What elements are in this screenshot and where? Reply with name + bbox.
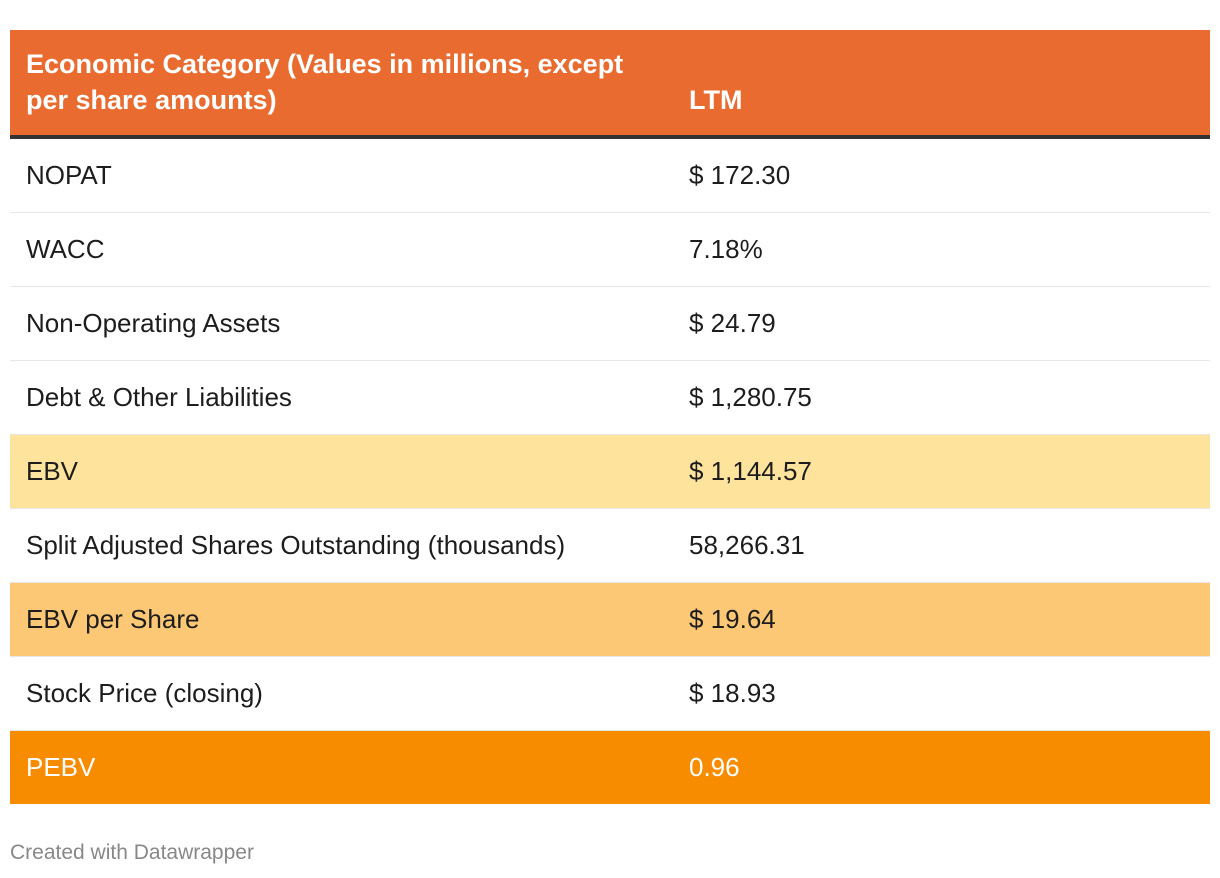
- table-row: NOPAT $ 172.30: [10, 137, 1210, 213]
- row-label: NOPAT: [10, 137, 673, 213]
- row-value: $ 1,144.57: [673, 434, 1210, 509]
- economic-table-container: Economic Category (Values in millions, e…: [10, 30, 1210, 804]
- row-label: EBV per Share: [10, 582, 673, 657]
- table-row: WACC 7.18%: [10, 212, 1210, 287]
- row-value: $ 24.79: [673, 286, 1210, 361]
- table-header-row: Economic Category (Values in millions, e…: [10, 30, 1210, 139]
- row-label: Non-Operating Assets: [10, 286, 673, 361]
- row-value: 7.18%: [673, 212, 1210, 287]
- row-label: WACC: [10, 212, 673, 287]
- row-label: Stock Price (closing): [10, 656, 673, 731]
- row-value: $ 172.30: [673, 137, 1210, 213]
- datawrapper-credit[interactable]: Created with Datawrapper: [10, 841, 254, 864]
- table-row-highlight-ebv-per-share: EBV per Share $ 19.64: [10, 582, 1210, 657]
- row-label: PEBV: [10, 730, 673, 804]
- row-value: $ 1,280.75: [673, 360, 1210, 435]
- row-value: 0.96: [673, 730, 1210, 804]
- row-label: Split Adjusted Shares Outstanding (thous…: [10, 508, 673, 583]
- row-value: 58,266.31: [673, 508, 1210, 583]
- table-row-highlight-pebv: PEBV 0.96: [10, 730, 1210, 804]
- row-value: $ 18.93: [673, 656, 1210, 731]
- row-value: $ 19.64: [673, 582, 1210, 657]
- row-label: EBV: [10, 434, 673, 509]
- header-category: Economic Category (Values in millions, e…: [10, 30, 673, 139]
- table-row: Stock Price (closing) $ 18.93: [10, 656, 1210, 731]
- table-row: Split Adjusted Shares Outstanding (thous…: [10, 508, 1210, 583]
- economic-table: Economic Category (Values in millions, e…: [10, 30, 1210, 804]
- table-row: Debt & Other Liabilities $ 1,280.75: [10, 360, 1210, 435]
- header-ltm: LTM: [673, 30, 1210, 139]
- table-row-highlight-ebv: EBV $ 1,144.57: [10, 434, 1210, 509]
- table-row: Non-Operating Assets $ 24.79: [10, 286, 1210, 361]
- row-label: Debt & Other Liabilities: [10, 360, 673, 435]
